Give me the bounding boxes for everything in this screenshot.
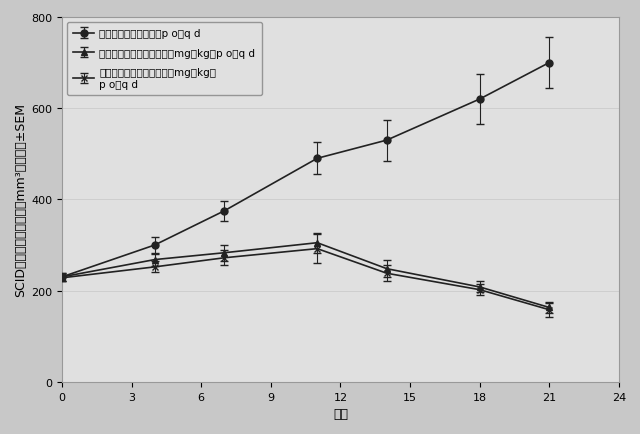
Legend: ビヒクル、２１日間、p o、q d, 実施例１、２１日間、３０mg／kg、p o、q d, 実施例１、２１日間、５０mg／kg、
p o、q d: ビヒクル、２１日間、p o、q d, 実施例１、２１日間、３０mg／kg、p o… <box>67 23 262 96</box>
Y-axis label: SCIDマウスの腫瘻体積（mm³）、平均±SEM: SCIDマウスの腫瘻体積（mm³）、平均±SEM <box>14 103 27 297</box>
X-axis label: 日数: 日数 <box>333 407 348 420</box>
